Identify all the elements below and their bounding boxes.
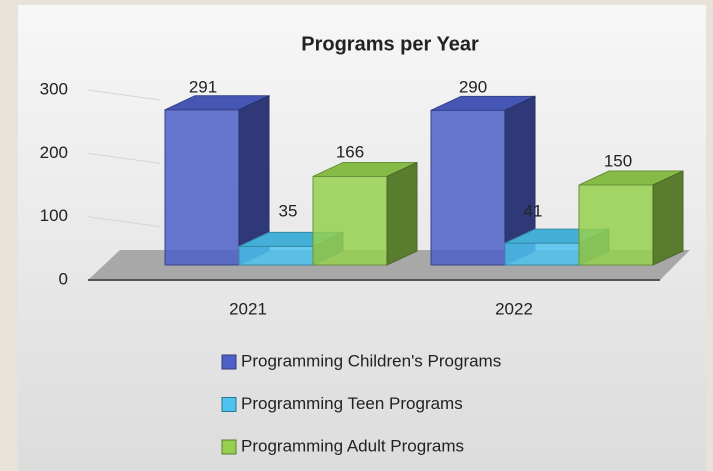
chart-title: Programs per Year: [301, 33, 479, 55]
grid-line: [87, 216, 161, 228]
bar-3d: [312, 161, 418, 266]
grid-line: [87, 152, 161, 164]
legend-swatch: [221, 354, 237, 370]
bar-side: [652, 170, 684, 266]
bar: [238, 245, 314, 266]
bar-3d: [164, 95, 270, 266]
bar: [312, 175, 388, 266]
legend-swatch: [221, 439, 237, 455]
bar: [164, 109, 240, 266]
bar: [578, 184, 654, 266]
data-label: 150: [604, 151, 632, 170]
legend-swatch: [221, 397, 237, 412]
data-label: 41: [524, 201, 543, 220]
y-tick-label: 0: [59, 269, 68, 288]
data-label: 291: [189, 77, 217, 96]
y-tick-label: 300: [40, 79, 68, 98]
legend-label: Programming Adult Programs: [241, 436, 464, 455]
y-tick-label: 200: [40, 143, 68, 162]
bar: [430, 109, 506, 266]
legend-label: Programming Teen Programs: [241, 394, 463, 413]
data-label: 290: [459, 77, 487, 96]
legend-label: Programming Children's Programs: [241, 351, 501, 370]
data-label: 35: [279, 201, 298, 220]
x-tick-label: 2022: [495, 299, 533, 318]
bar: [504, 242, 580, 266]
grid-line: [87, 89, 161, 101]
bar-3d: [578, 170, 684, 266]
y-tick-label: 100: [40, 206, 68, 225]
bar-side: [386, 161, 418, 266]
data-label: 166: [336, 142, 364, 161]
x-tick-label: 2021: [229, 299, 267, 318]
